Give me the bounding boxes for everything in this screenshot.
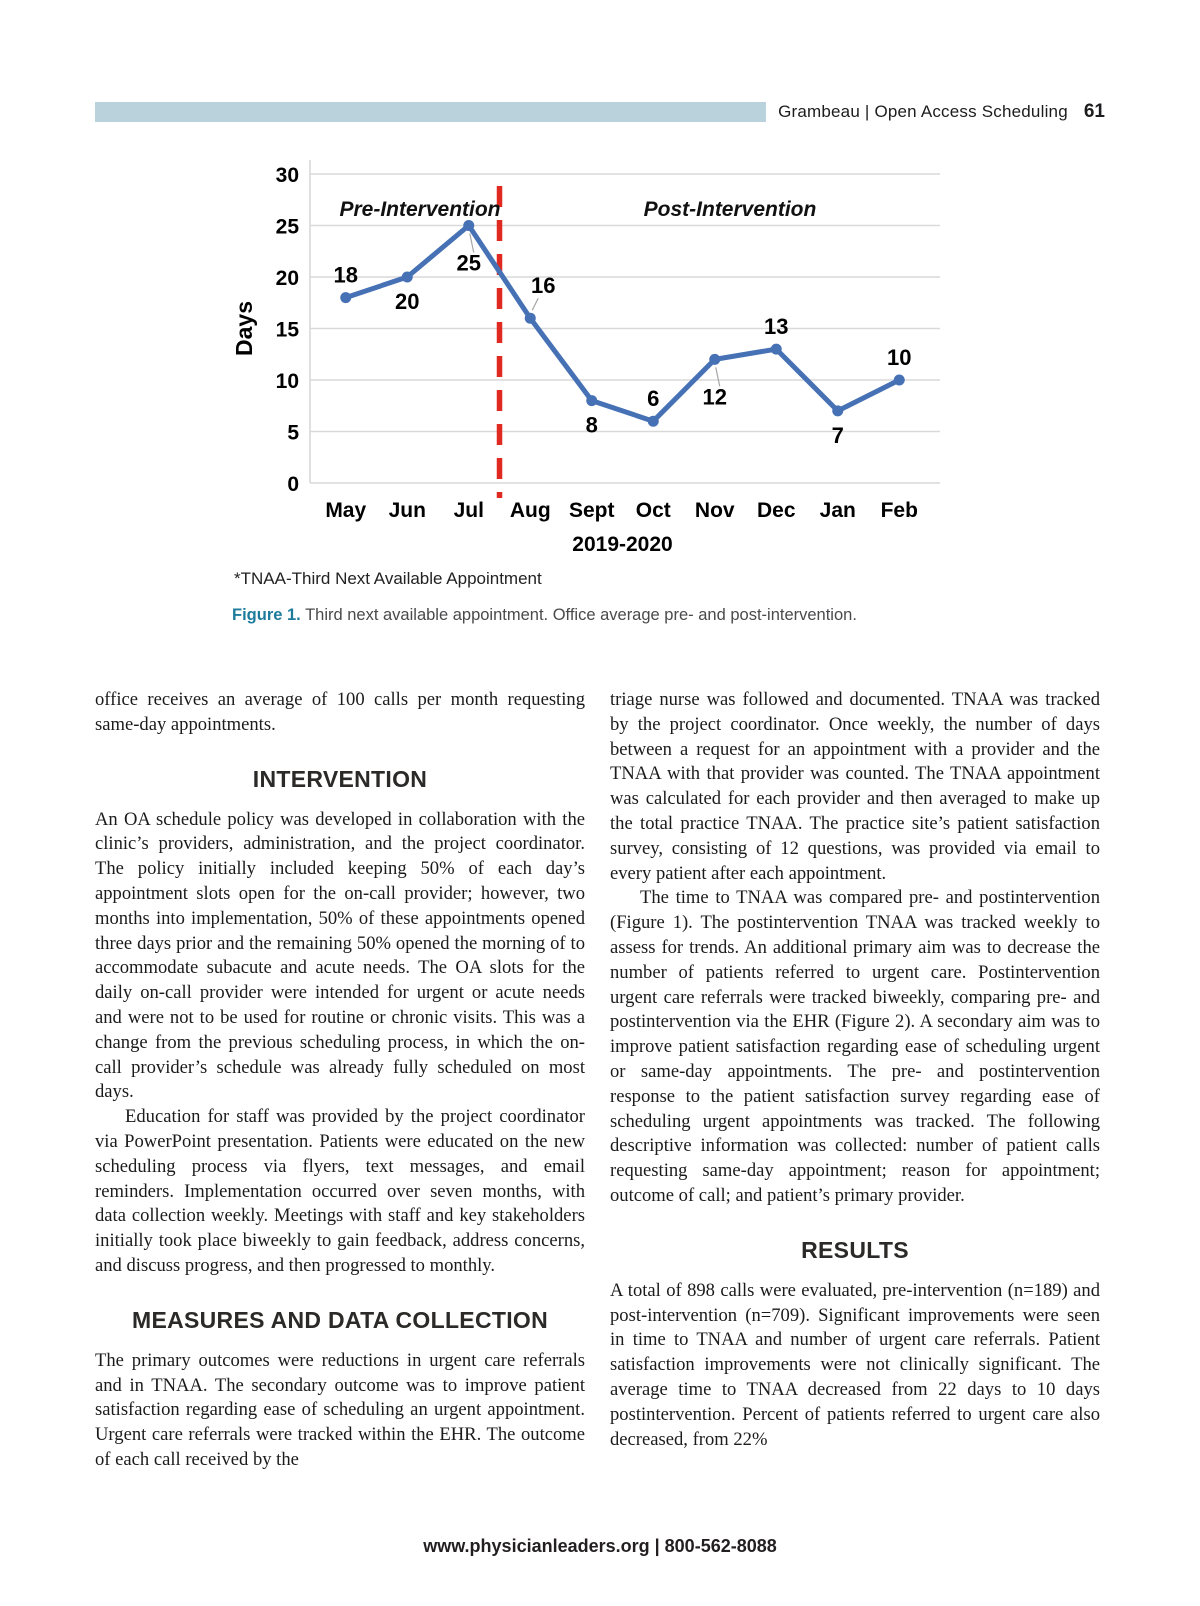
paragraph: The primary outcomes were reductions in … <box>95 1349 585 1470</box>
paragraph: The time to TNAA was compared pre- and p… <box>610 887 1100 1206</box>
label-leader-line <box>715 367 721 387</box>
label-leader-line <box>531 297 539 311</box>
series-line <box>343 223 902 424</box>
data-point <box>586 395 598 407</box>
text-column-2: triage nurse was followed and documented… <box>610 688 1100 1473</box>
figure-1: 0 5 10 15 20 25 30 Days May Jun Jul Aug Sept Oct Nov De… <box>228 148 976 625</box>
data-label: 18 <box>334 263 358 288</box>
x-tick-label: Sept <box>569 499 615 522</box>
section-heading: MEASURES AND DATA COLLECTION <box>132 1306 548 1333</box>
data-label: 7 <box>832 423 844 448</box>
x-tick-label: Dec <box>757 499 796 522</box>
x-tick-label: Feb <box>881 499 918 522</box>
footer-text: www.physicianleaders.org | 800-562-8088 <box>423 1536 777 1556</box>
chart-container: 0 5 10 15 20 25 30 Days May Jun Jul Aug Sept Oct Nov De… <box>228 148 976 567</box>
paragraph: Education for staff was provided by the … <box>95 1106 585 1276</box>
label-leader-line <box>469 233 475 253</box>
y-tick-label: 25 <box>276 216 300 239</box>
data-label: 10 <box>887 345 911 370</box>
data-point <box>832 405 844 417</box>
annotation-upper-left: Pre-Intervention <box>339 198 500 221</box>
y-tick-label: 5 <box>287 422 299 445</box>
data-point <box>524 312 536 324</box>
data-point <box>647 415 659 427</box>
y-tick-label: 20 <box>276 267 299 290</box>
figure-caption: Figure 1. Third next available appointme… <box>228 606 976 625</box>
y-tick-label: 0 <box>287 473 299 496</box>
header-bar <box>95 102 767 122</box>
x-tick-label: Nov <box>695 499 735 522</box>
data-label: 13 <box>764 314 788 339</box>
paragraph: An OA schedule policy was developed in c… <box>95 808 585 1103</box>
page-number: 61 <box>1083 101 1105 122</box>
x-tick-label: Jan <box>820 499 856 522</box>
data-point <box>401 271 413 283</box>
section-heading: RESULTS <box>801 1236 909 1263</box>
x-tick-label: Oct <box>636 499 671 522</box>
y-axis-title: Days <box>231 301 257 356</box>
x-tick-label: Jul <box>454 499 484 522</box>
text-column-1: office receives an average of 100 calls … <box>95 688 585 1473</box>
page-footer: www.physicianleaders.org | 800-562-8088 <box>0 1536 1200 1557</box>
data-point <box>709 353 721 365</box>
figure-caption-label: Figure 1. <box>232 606 301 624</box>
paragraph: A total of 898 calls were evaluated, pre… <box>610 1279 1100 1450</box>
x-axis-title: 2019-2020 <box>572 533 672 556</box>
data-label: 16 <box>531 273 555 298</box>
x-tick-label: Aug <box>510 499 551 522</box>
annotation-upper-right: Post-Intervention <box>644 198 817 221</box>
x-tick-label: May <box>325 499 366 522</box>
tnaa-line-chart: 0 5 10 15 20 25 30 Days May Jun Jul Aug Sept Oct Nov De… <box>231 160 940 556</box>
x-tick-label: Jun <box>389 499 426 522</box>
y-tick-label: 10 <box>276 370 299 393</box>
running-head: Grambeau | Open Access Scheduling <box>778 102 1068 121</box>
paragraph: office receives an average of 100 calls … <box>95 689 585 735</box>
y-tick-label: 30 <box>276 164 299 187</box>
data-label: 6 <box>647 386 659 411</box>
chart-footnote: *TNAA-Third Next Available Appointment <box>234 569 542 588</box>
article-body: office receives an average of 100 calls … <box>95 688 1100 1473</box>
data-point <box>893 374 905 386</box>
section-heading: INTERVENTION <box>252 765 428 792</box>
y-tick-label: 15 <box>276 319 300 342</box>
data-point <box>340 292 352 304</box>
figure-caption-text: Third next available appointment. Office… <box>305 606 857 624</box>
data-point <box>770 343 782 355</box>
data-point <box>463 220 475 231</box>
data-label: 12 <box>703 384 727 409</box>
data-label: 8 <box>586 413 598 438</box>
data-label: 25 <box>457 251 481 276</box>
data-label: 20 <box>395 289 419 314</box>
page-header: Grambeau | Open Access Scheduling 61 <box>95 101 1105 123</box>
paragraph: triage nurse was followed and documented… <box>610 689 1100 884</box>
